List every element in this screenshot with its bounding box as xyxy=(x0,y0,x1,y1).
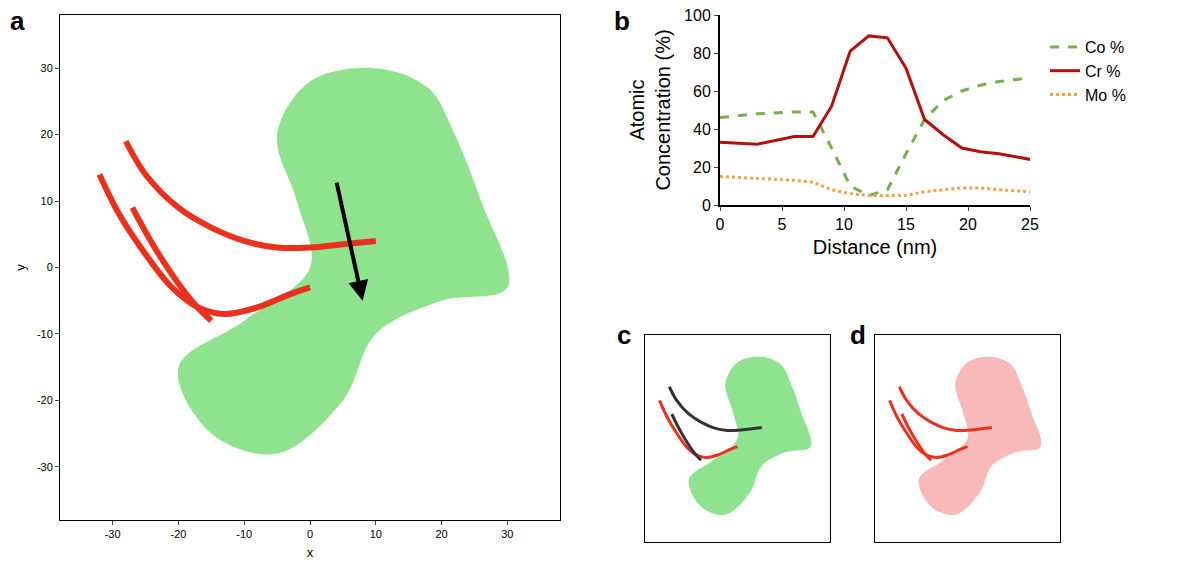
svg-text:80: 80 xyxy=(693,45,711,62)
svg-text:-30: -30 xyxy=(105,528,121,540)
svg-text:0: 0 xyxy=(307,528,313,540)
svg-text:20: 20 xyxy=(693,159,711,176)
svg-text:30: 30 xyxy=(41,62,53,74)
svg-text:-20: -20 xyxy=(170,528,186,540)
svg-text:5: 5 xyxy=(778,216,787,233)
svg-text:40: 40 xyxy=(693,121,711,138)
svg-text:60: 60 xyxy=(693,83,711,100)
svg-text:15: 15 xyxy=(897,216,915,233)
svg-text:AtomicConcentration (%): AtomicConcentration (%) xyxy=(626,29,674,190)
svg-text:30: 30 xyxy=(501,528,513,540)
svg-text:d: d xyxy=(850,320,866,350)
svg-text:Distance (nm): Distance (nm) xyxy=(813,236,937,258)
svg-text:-30: -30 xyxy=(37,461,53,473)
svg-text:100: 100 xyxy=(684,7,711,24)
svg-text:Mo %: Mo % xyxy=(1085,87,1126,104)
svg-text:0: 0 xyxy=(47,261,53,273)
svg-text:20: 20 xyxy=(435,528,447,540)
svg-text:x: x xyxy=(307,545,314,560)
svg-text:10: 10 xyxy=(835,216,853,233)
svg-text:10: 10 xyxy=(370,528,382,540)
svg-text:-10: -10 xyxy=(236,528,252,540)
svg-text:0: 0 xyxy=(716,216,725,233)
svg-text:Co %: Co % xyxy=(1085,39,1124,56)
svg-text:0: 0 xyxy=(702,197,711,214)
svg-text:20: 20 xyxy=(959,216,977,233)
svg-text:Cr %: Cr % xyxy=(1085,63,1121,80)
svg-text:20: 20 xyxy=(41,128,53,140)
svg-text:25: 25 xyxy=(1021,216,1039,233)
svg-text:c: c xyxy=(617,320,631,350)
svg-text:b: b xyxy=(614,6,630,36)
svg-text:a: a xyxy=(10,6,25,36)
svg-text:-20: -20 xyxy=(37,394,53,406)
svg-text:10: 10 xyxy=(41,195,53,207)
svg-text:y: y xyxy=(13,264,28,271)
svg-text:-10: -10 xyxy=(37,328,53,340)
